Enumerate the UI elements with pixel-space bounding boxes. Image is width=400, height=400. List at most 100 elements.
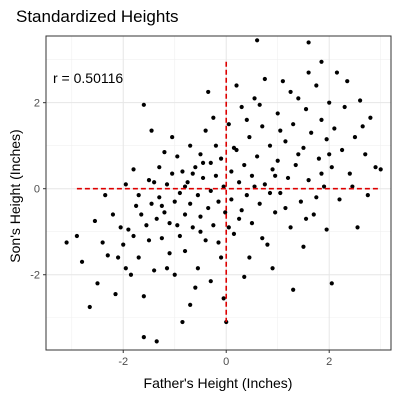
data-point	[134, 203, 139, 209]
data-point	[218, 156, 224, 161]
data-point	[252, 184, 257, 189]
data-point	[319, 59, 324, 64]
data-point	[154, 216, 159, 221]
data-point	[236, 216, 242, 221]
data-point	[314, 195, 319, 200]
data-point	[321, 184, 327, 189]
data-point	[229, 197, 234, 202]
data-point	[255, 154, 260, 159]
data-point	[303, 216, 309, 221]
data-point	[198, 214, 203, 219]
data-point	[193, 285, 198, 290]
data-point	[110, 212, 116, 217]
data-point	[180, 319, 185, 325]
data-point	[218, 255, 224, 260]
data-point	[283, 205, 288, 211]
data-point	[342, 104, 347, 110]
data-point	[149, 128, 154, 133]
data-point	[296, 152, 301, 157]
data-point	[293, 162, 298, 168]
data-point	[115, 255, 121, 260]
data-point	[332, 126, 337, 131]
data-point	[242, 274, 247, 279]
data-point	[309, 130, 314, 135]
data-point	[373, 165, 378, 170]
data-point	[141, 294, 146, 299]
data-point	[260, 124, 265, 129]
data-point	[216, 240, 221, 245]
data-point	[152, 268, 157, 273]
data-point	[257, 201, 262, 206]
data-point	[327, 100, 332, 105]
data-point	[244, 117, 249, 122]
correlation-annotation: r = 0.50116	[53, 70, 123, 86]
data-point	[162, 210, 167, 215]
data-point	[213, 143, 219, 148]
data-point	[190, 225, 195, 230]
data-point	[226, 225, 231, 230]
data-point	[358, 98, 363, 103]
data-point	[334, 70, 340, 75]
data-point	[350, 184, 355, 189]
data-point	[208, 279, 213, 284]
data-point	[303, 107, 309, 112]
data-point	[298, 199, 303, 204]
data-point	[234, 83, 239, 88]
data-point	[329, 165, 334, 170]
data-point	[239, 104, 244, 110]
data-point	[324, 227, 329, 232]
data-point	[273, 210, 278, 215]
data-point	[203, 128, 208, 133]
data-point	[221, 184, 226, 189]
data-point	[252, 96, 257, 101]
data-point	[195, 193, 201, 198]
data-point	[249, 221, 255, 226]
data-point	[255, 38, 260, 43]
data-point	[270, 266, 275, 271]
data-point	[103, 193, 108, 198]
y-tick-label: 0	[34, 184, 40, 196]
x-tick-label: -2	[118, 356, 128, 368]
data-point	[213, 173, 219, 178]
x-axis-label: Father's Height (Inches)	[144, 375, 293, 391]
data-point	[378, 167, 383, 172]
data-point	[136, 255, 141, 260]
data-point	[324, 137, 329, 142]
y-tick-label: -2	[30, 270, 40, 282]
data-point	[239, 208, 244, 213]
data-point	[188, 302, 193, 307]
data-point	[270, 167, 275, 172]
data-point	[278, 128, 283, 133]
data-point	[87, 304, 92, 310]
data-point	[92, 218, 98, 224]
data-point	[352, 134, 358, 140]
data-point	[231, 231, 237, 236]
data-point	[95, 281, 100, 286]
data-points	[64, 38, 383, 344]
data-point	[164, 266, 170, 271]
data-point	[152, 180, 157, 185]
x-tick-label: 0	[223, 356, 229, 368]
data-point	[157, 165, 162, 170]
data-point	[154, 339, 159, 344]
data-point	[157, 195, 162, 200]
data-point	[355, 225, 360, 230]
data-point	[301, 145, 306, 150]
data-point	[74, 233, 79, 239]
data-point	[368, 115, 373, 120]
data-point	[216, 199, 221, 204]
data-point	[200, 175, 206, 181]
data-point	[296, 96, 301, 101]
data-point	[118, 225, 123, 230]
data-point	[105, 253, 110, 258]
data-point	[159, 203, 164, 209]
data-point	[365, 193, 370, 198]
data-point	[206, 89, 211, 95]
data-point	[123, 182, 128, 187]
data-point	[159, 236, 164, 241]
data-point	[79, 259, 85, 264]
data-point	[327, 152, 332, 157]
data-point	[267, 190, 273, 196]
